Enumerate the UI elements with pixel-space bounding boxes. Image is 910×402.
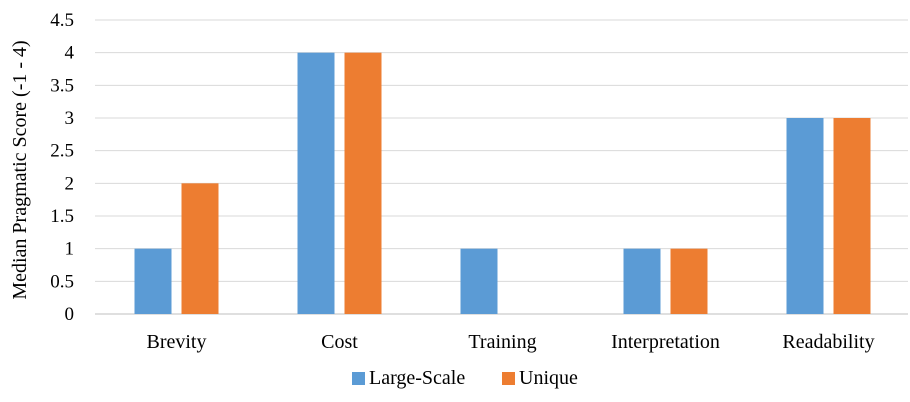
- y-tick-label: 1: [65, 239, 75, 260]
- bar-large-scale-brevity: [134, 248, 172, 314]
- x-category-label: Cost: [321, 331, 358, 353]
- bar-large-scale-readability: [786, 118, 824, 314]
- bar-unique-interpretation: [670, 248, 708, 314]
- y-tick-label: 2.5: [50, 141, 74, 162]
- legend-label: Unique: [519, 367, 578, 389]
- x-category-label: Interpretation: [611, 331, 720, 353]
- bars: [134, 52, 871, 315]
- bar-large-scale-cost: [297, 52, 335, 315]
- bar-large-scale-training: [460, 248, 498, 314]
- x-category-label: Readability: [782, 331, 874, 353]
- x-axis-categories: Brevity Cost Training Interpretation Readabi…: [147, 331, 875, 353]
- y-axis-ticks: 0 0.5 1 1.5 2 2.5 3 3.5 4 4.5: [50, 10, 74, 325]
- y-tick-label: 1.5: [50, 206, 74, 227]
- gridlines: [95, 19, 908, 315]
- x-category-label: Brevity: [147, 331, 207, 353]
- y-tick-label: 0.5: [50, 271, 74, 292]
- y-tick-label: 3: [65, 108, 75, 129]
- legend-label: Large-Scale: [369, 367, 465, 389]
- bar-unique-cost: [344, 52, 382, 315]
- legend-swatch: [502, 372, 515, 385]
- y-axis-title: Median Pragmatic Score (-1 - 4): [9, 40, 31, 299]
- bar-large-scale-interpretation: [623, 248, 661, 314]
- bar-unique-brevity: [181, 183, 219, 314]
- y-tick-label: 4: [65, 43, 75, 64]
- y-tick-label: 2: [65, 173, 75, 194]
- x-category-label: Training: [468, 331, 536, 353]
- legend: Large-Scale Unique: [352, 367, 578, 389]
- y-tick-label: 3.5: [50, 75, 74, 96]
- y-tick-label: 0: [65, 304, 75, 325]
- legend-swatch: [352, 372, 365, 385]
- y-tick-label: 4.5: [50, 10, 74, 31]
- bar-unique-readability: [833, 118, 871, 314]
